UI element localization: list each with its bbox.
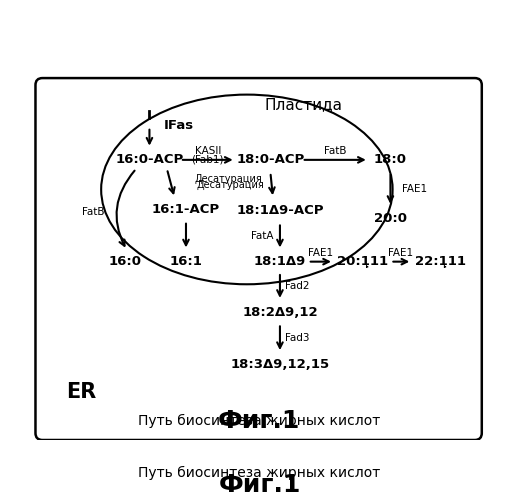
Text: 16:0-ACP: 16:0-ACP (115, 154, 184, 166)
Text: Десатурация: Десатурация (195, 174, 263, 184)
FancyBboxPatch shape (35, 78, 482, 440)
Text: Fad3: Fad3 (285, 333, 310, 343)
Text: 16:0: 16:0 (108, 255, 142, 268)
Text: 16:1: 16:1 (170, 255, 202, 268)
Text: 18:2Δ9,12: 18:2Δ9,12 (242, 306, 318, 318)
Ellipse shape (101, 94, 392, 284)
Text: 18:0: 18:0 (374, 154, 407, 166)
Text: KASII: KASII (195, 146, 221, 156)
Text: 20:0: 20:0 (374, 212, 407, 224)
Text: FAE1: FAE1 (308, 248, 333, 258)
Text: Путь биосинтеза жирных кислот: Путь биосинтеза жирных кислот (139, 466, 380, 479)
Text: 18:1Δ9-ACP: 18:1Δ9-ACP (236, 204, 324, 217)
Text: 18:3Δ9,12,15: 18:3Δ9,12,15 (230, 358, 330, 371)
Text: Пластида: Пластида (265, 98, 343, 112)
Text: 16:1-ACP: 16:1-ACP (152, 203, 220, 216)
Text: FatB: FatB (323, 146, 346, 156)
Text: FAE1: FAE1 (388, 248, 414, 258)
Text: FAE1: FAE1 (402, 184, 427, 194)
Text: Десатурация: Десатурация (197, 180, 264, 190)
Text: 20:1̙11: 20:1̙11 (337, 255, 388, 268)
Text: FatB: FatB (81, 207, 104, 217)
Text: FatA: FatA (251, 232, 274, 241)
Text: ER: ER (66, 382, 97, 402)
Text: Fad2: Fad2 (285, 281, 310, 291)
Text: IFas: IFas (164, 118, 194, 132)
Text: 22:1̙11: 22:1̙11 (415, 255, 467, 268)
Text: 18:1Δ9: 18:1Δ9 (254, 255, 306, 268)
Text: (Fab1): (Fab1) (192, 155, 224, 165)
Text: 18:0-ACP: 18:0-ACP (236, 154, 305, 166)
Text: Путь биосинтеза жирных кислот: Путь биосинтеза жирных кислот (138, 414, 380, 428)
Text: Фиг.1: Фиг.1 (218, 409, 301, 433)
Text: Фиг.1: Фиг.1 (218, 474, 301, 498)
